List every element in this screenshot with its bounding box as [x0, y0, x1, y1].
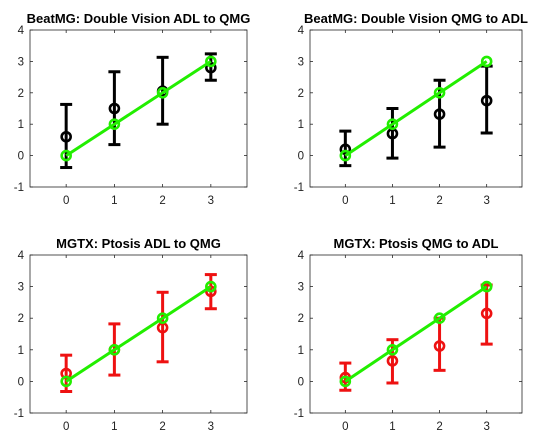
y-tick-label: -1 — [14, 408, 24, 420]
reference-line — [344, 60, 488, 157]
chart-panel-3: MGTX: Ptosis ADL to QMG -1 0 1 2 3 4 0 1 2 3 — [14, 236, 248, 433]
y-tick-label: 3 — [18, 56, 24, 68]
data-point — [433, 108, 446, 120]
y-tick-label: -1 — [14, 182, 24, 194]
y-tick-label: 2 — [298, 313, 304, 325]
y-tick-label: 2 — [18, 88, 24, 100]
chart-panel-1: BeatMG: Double Vision ADL to QMG -1 0 1 2 3 4 0… — [14, 11, 251, 207]
reference-point — [433, 87, 446, 99]
x-tick-label: 1 — [111, 195, 117, 207]
y-tick-label: 0 — [18, 376, 24, 388]
reference-point — [205, 55, 217, 68]
x-tick-label: 2 — [436, 421, 442, 433]
y-tick-label: 2 — [18, 313, 24, 325]
reference-point — [386, 343, 399, 356]
reference-point — [339, 149, 352, 162]
reference-point — [205, 280, 217, 293]
x-tick-label: 1 — [389, 195, 395, 207]
y-tick-label: 0 — [298, 151, 304, 163]
x-tick-label: 2 — [159, 421, 165, 433]
reference-point — [60, 149, 72, 162]
data-point — [480, 94, 493, 107]
y-tick-label: 2 — [298, 88, 304, 100]
chart-title: MGTX: Ptosis ADL to QMG — [56, 236, 221, 251]
x-tick-label: 0 — [63, 195, 69, 207]
reference-point — [480, 280, 493, 293]
reference-point — [339, 375, 352, 388]
y-tick-label: 4 — [298, 250, 305, 262]
x-tick-label: 1 — [389, 421, 395, 433]
x-tick-label: 3 — [208, 195, 214, 207]
y-tick-label: 4 — [18, 25, 25, 37]
x-tick-label: 3 — [483, 421, 489, 433]
y-tick-label: -1 — [294, 408, 304, 420]
reference-point — [386, 118, 399, 130]
y-tick-label: -1 — [294, 182, 304, 194]
reference-point — [108, 118, 121, 130]
x-tick-label: 3 — [208, 421, 214, 433]
x-tick-label: 0 — [342, 421, 348, 433]
y-tick-label: 3 — [18, 282, 24, 294]
x-tick-label: 2 — [436, 195, 442, 207]
y-tick-label: 3 — [298, 282, 304, 294]
chart-title: BeatMG: Double Vision QMG to ADL — [304, 11, 528, 26]
reference-point — [60, 375, 72, 388]
y-tick-label: 4 — [18, 250, 25, 262]
y-tick-label: 3 — [298, 56, 304, 68]
chart-title: MGTX: Ptosis QMG to ADL — [334, 236, 499, 251]
y-tick-label: 0 — [18, 151, 24, 163]
y-tick-label: 1 — [298, 345, 304, 357]
reference-point — [433, 312, 446, 325]
x-tick-label: 0 — [63, 421, 69, 433]
reference-line — [344, 285, 488, 383]
reference-point — [480, 55, 493, 68]
y-tick-label: 1 — [18, 345, 24, 357]
data-point — [433, 340, 446, 352]
reference-line — [65, 285, 212, 383]
y-tick-label: 1 — [298, 119, 304, 131]
data-point — [108, 102, 121, 115]
reference-line — [65, 60, 212, 157]
data-point — [386, 355, 399, 367]
x-tick-label: 3 — [483, 195, 489, 207]
reference-point — [156, 87, 169, 99]
x-tick-label: 2 — [159, 195, 165, 207]
reference-point — [108, 343, 121, 356]
chart-title: BeatMG: Double Vision ADL to QMG — [27, 11, 251, 26]
y-tick-label: 1 — [18, 119, 24, 131]
y-tick-label: 4 — [298, 25, 305, 37]
y-tick-label: 0 — [298, 376, 304, 388]
chart-panel-4: MGTX: Ptosis QMG to ADL -1 0 1 2 3 4 0 1 2 3 — [294, 236, 523, 433]
x-tick-label: 1 — [111, 421, 117, 433]
data-point — [60, 130, 72, 143]
chart-panel-2: BeatMG: Double Vision QMG to ADL -1 0 1 2 3 4 0… — [294, 11, 528, 207]
data-point — [480, 307, 493, 320]
reference-point — [156, 312, 169, 325]
x-tick-label: 0 — [342, 195, 348, 207]
